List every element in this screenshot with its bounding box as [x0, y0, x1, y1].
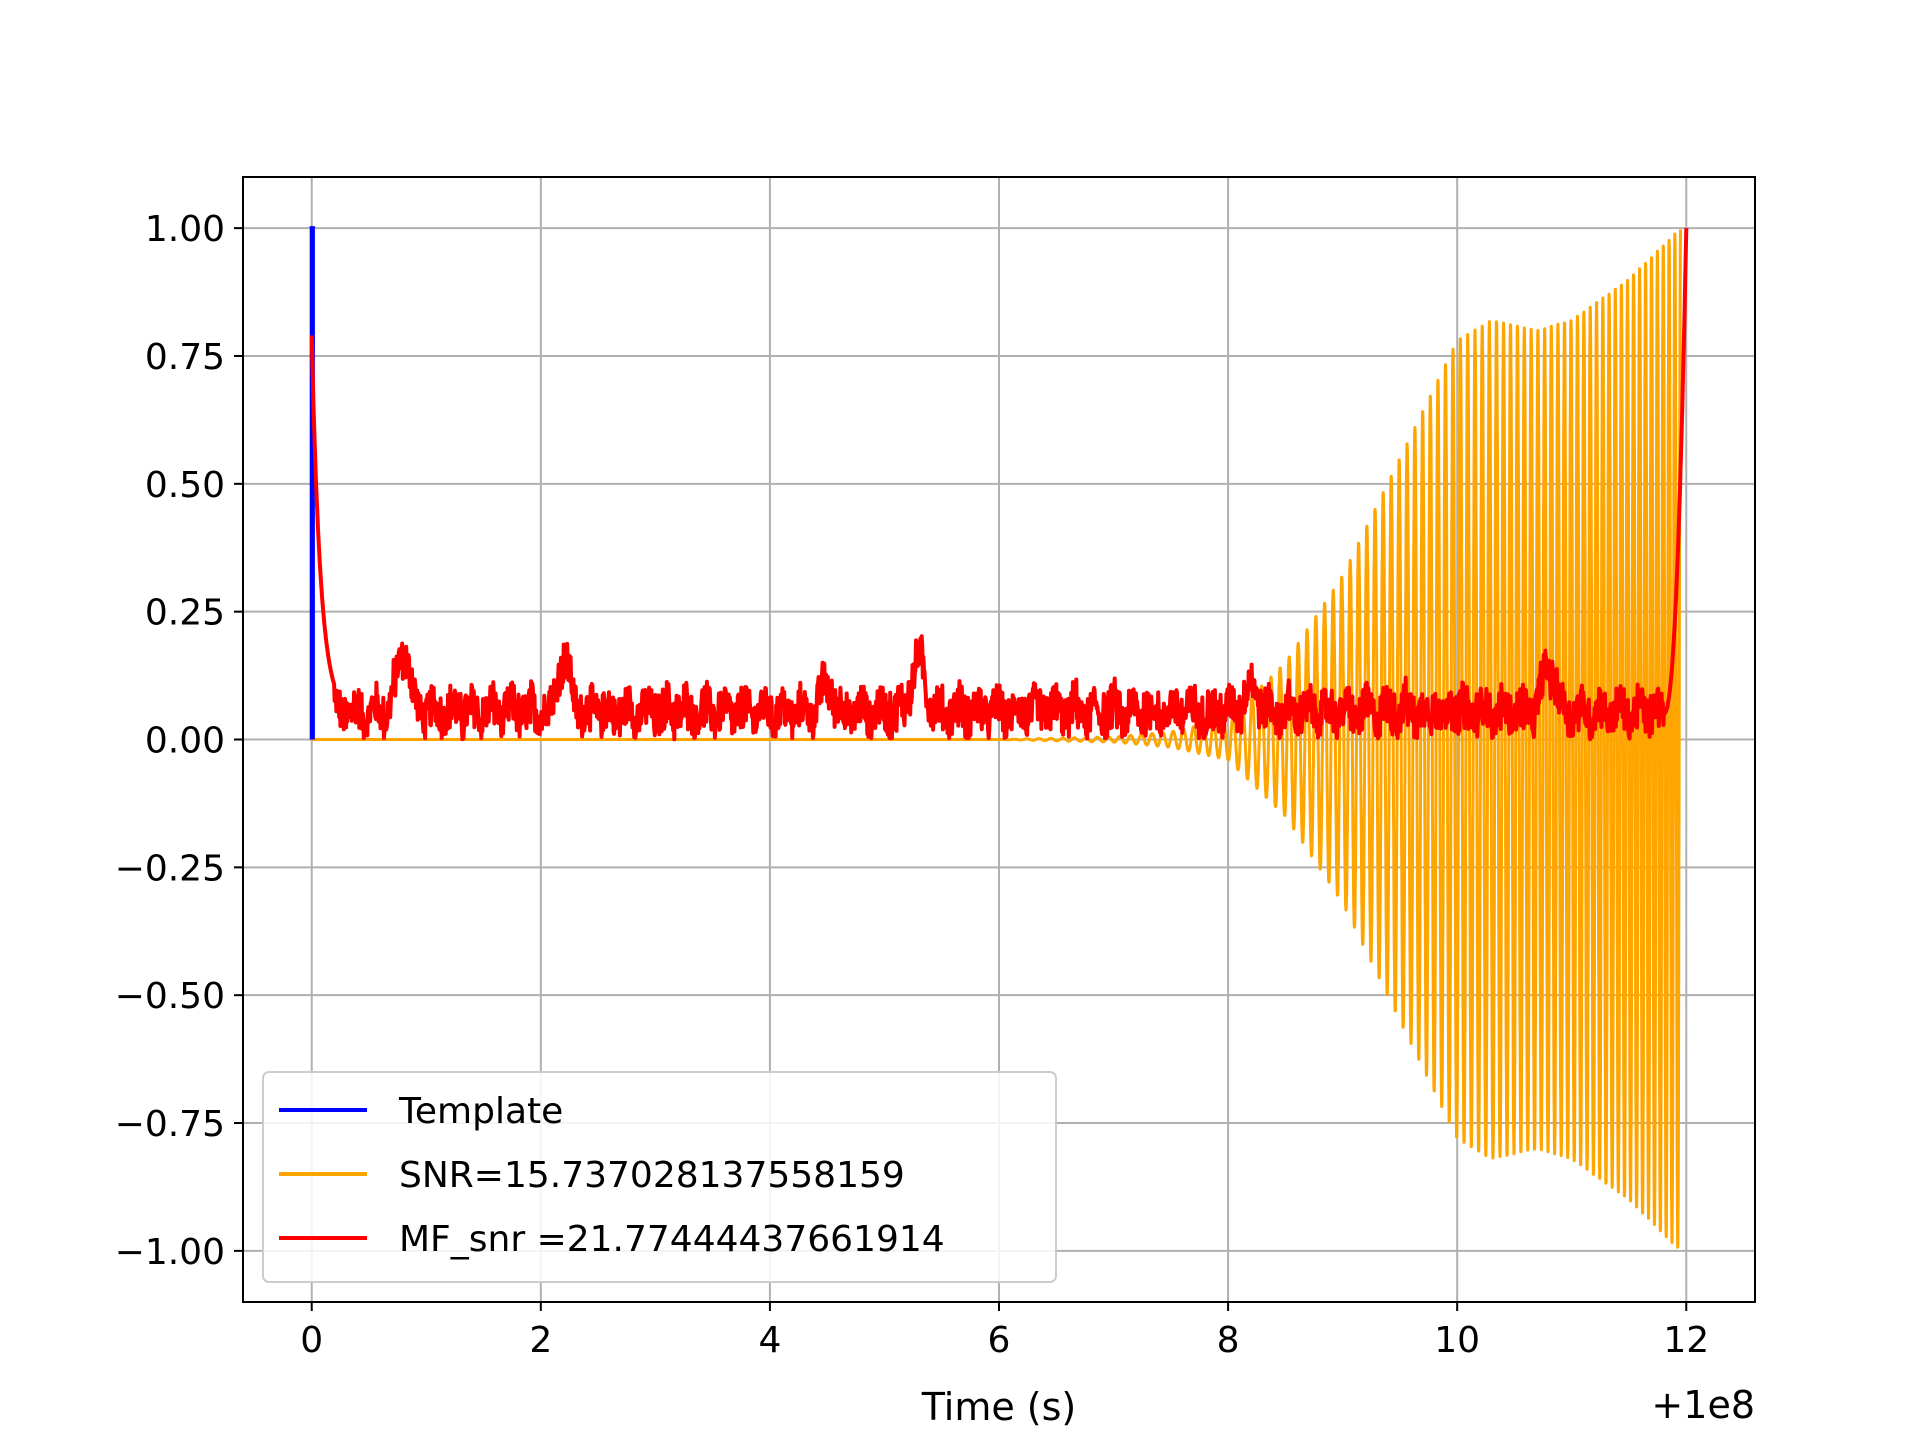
- x-axis: 0 2 4 6 8 10 12: [300, 1302, 1709, 1361]
- legend: Template SNR=15.737028137558159 MF_snr =21…: [262, 1071, 1057, 1283]
- x-tick-label: 12: [1663, 1320, 1709, 1361]
- y-tick-label: −0.50: [115, 976, 225, 1017]
- y-tick-label: 0.75: [145, 337, 225, 378]
- legend-label: Template: [398, 1091, 563, 1132]
- y-tick-label: −1.00: [115, 1232, 225, 1273]
- series-mf-snr-line: [309, 228, 1689, 742]
- x-tick-label: 4: [758, 1320, 781, 1361]
- x-tick-label: 2: [529, 1320, 552, 1361]
- y-tick-label: 0.50: [145, 465, 225, 506]
- x-tick-label: 10: [1434, 1320, 1480, 1361]
- series-layer: [309, 226, 1689, 1249]
- y-tick-label: 0.00: [145, 721, 225, 762]
- x-tick-label: 6: [988, 1320, 1011, 1361]
- x-axis-label: Time (s): [921, 1385, 1077, 1429]
- y-tick-label: 0.25: [145, 593, 225, 634]
- legend-box: [262, 1071, 1057, 1283]
- x-tick-label: 8: [1217, 1320, 1240, 1361]
- legend-label: SNR=15.737028137558159: [399, 1155, 905, 1196]
- series-template-line: [309, 226, 315, 740]
- y-tick-label: 1.00: [145, 209, 225, 250]
- x-tick-label: 0: [300, 1320, 323, 1361]
- series-snr-line: [310, 229, 1682, 1249]
- y-axis: 1.00 0.75 0.50 0.25 0.00 −0.25 −0.50 −0.75 −1.00: [115, 209, 243, 1273]
- legend-label: MF_snr =21.77444437661914: [399, 1219, 945, 1260]
- y-tick-label: −0.75: [115, 1104, 225, 1145]
- y-tick-label: −0.25: [115, 848, 225, 889]
- x-offset-label: +1e8: [1651, 1383, 1755, 1427]
